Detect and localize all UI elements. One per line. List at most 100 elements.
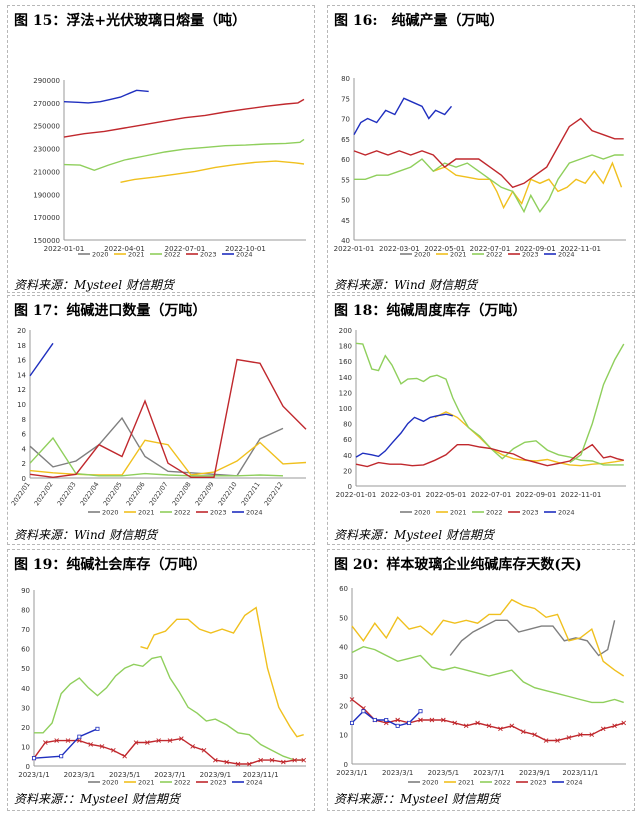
x-tick-label: 2022-03-01 <box>379 245 420 253</box>
x-tick-label: 2022/01 <box>10 481 32 508</box>
x-tick-label: 2022-07-01 <box>470 245 511 253</box>
y-tick-label: 12 <box>17 386 26 394</box>
legend-label-2022: 2022 <box>486 509 503 517</box>
y-tick-label: 230000 <box>33 146 60 154</box>
legend-label-2020: 2020 <box>422 779 439 787</box>
data-point <box>612 723 617 729</box>
y-tick-label: 20 <box>17 327 26 335</box>
y-tick-label: 80 <box>343 421 352 429</box>
y-tick-label: 60 <box>341 156 350 164</box>
data-point <box>395 723 400 728</box>
series-line-2021 <box>433 161 623 210</box>
y-tick-label: 80 <box>21 607 30 615</box>
y-tick-label: 75 <box>341 95 350 103</box>
y-tick-label: 80 <box>341 75 350 83</box>
y-tick-label: 30 <box>21 704 30 712</box>
x-tick-label: 2022-10-01 <box>225 245 266 253</box>
data-point <box>77 734 82 739</box>
chart-title: 图 18：纯碱周度库存（万吨） <box>334 303 527 319</box>
data-point <box>301 757 307 763</box>
y-tick-label: 16 <box>17 357 26 365</box>
panel-fig17: 图 17：纯碱进口数量（万吨） 0 2 4 6 8 10 12 14 16 18 20 2022/01… <box>7 295 315 545</box>
series-line-2023 <box>353 117 624 189</box>
data-point <box>361 709 366 714</box>
chart-title: 图 19：纯碱社会库存（万吨） <box>14 557 207 573</box>
y-tick-label: 55 <box>341 176 350 184</box>
data-point <box>621 720 627 726</box>
x-tick-label: 2022/03 <box>56 481 78 508</box>
data-point <box>235 761 241 767</box>
y-tick-label: 2 <box>22 460 26 468</box>
series-line-2021 <box>120 160 305 183</box>
legend-label-2021: 2021 <box>128 251 145 259</box>
y-tick-label: 120 <box>339 389 352 397</box>
x-tick-label: 2022-11-01 <box>561 491 602 499</box>
x-tick-label: 2022-01-01 <box>334 245 375 253</box>
data-point <box>532 732 537 737</box>
x-tick-label: 2023/9/1 <box>519 769 550 777</box>
x-tick-label: 2022/08 <box>171 481 193 508</box>
series-line-2022 <box>355 342 624 466</box>
data-point <box>179 736 184 741</box>
legend-label-2020: 2020 <box>414 509 431 517</box>
y-tick-label: 8 <box>22 416 26 424</box>
y-tick-label: 10 <box>21 743 30 751</box>
data-point <box>441 717 446 723</box>
series-line-2022 <box>34 655 304 761</box>
y-tick-label: 70 <box>341 116 350 124</box>
x-tick-label: 2022/05 <box>102 481 124 508</box>
panel-fig18: 图 18：纯碱周度库存（万吨） 0 20 40 60 80 100 120 140 160 180… <box>327 295 635 545</box>
data-point <box>486 723 492 729</box>
series-line-2022 <box>354 154 624 214</box>
legend-label-2023: 2023 <box>522 509 539 517</box>
data-point <box>77 738 82 743</box>
series-line-2022 <box>63 138 305 172</box>
x-tick-label: 2022/06 <box>125 481 147 508</box>
x-tick-label: 2022-03-01 <box>381 491 422 499</box>
legend-label-2024: 2024 <box>566 779 583 787</box>
y-tick-label: 140 <box>339 374 352 382</box>
x-tick-label: 2022-11-01 <box>560 245 601 253</box>
legend-label-2023: 2023 <box>210 779 227 787</box>
legend-label-2022: 2022 <box>174 509 191 517</box>
data-point <box>65 738 71 743</box>
data-point <box>452 720 458 726</box>
data-point <box>31 756 36 761</box>
series-line-2024 <box>63 89 149 104</box>
legend-label-2024: 2024 <box>246 509 263 517</box>
series-line-2024 <box>29 342 54 377</box>
y-tick-label: 0 <box>344 761 348 769</box>
legend-label-2020: 2020 <box>102 779 119 787</box>
y-tick-label: 20 <box>21 724 30 732</box>
series-line-2022 <box>29 436 284 477</box>
legend-label-2024: 2024 <box>558 251 575 259</box>
data-point <box>566 735 572 740</box>
data-point <box>600 726 606 732</box>
data-point <box>258 757 263 763</box>
data-point <box>429 717 435 723</box>
data-point <box>589 732 595 737</box>
y-tick-label: 10 <box>17 401 26 409</box>
data-point <box>384 717 389 722</box>
x-tick-label: 2023/5/1 <box>109 771 140 779</box>
panel-fig15: 图 15：浮法+光伏玻璃日熔量（吨） 150000 170000 190000 210… <box>7 5 315 293</box>
y-tick-label: 65 <box>341 136 350 144</box>
legend-label-2023: 2023 <box>522 251 539 259</box>
y-tick-label: 18 <box>17 342 26 350</box>
data-point <box>190 744 195 749</box>
data-point <box>418 709 423 714</box>
chart-source: 资料来源：Wind 财信期货 <box>14 528 158 542</box>
data-point <box>88 742 93 747</box>
data-point <box>349 720 354 725</box>
data-point <box>133 740 139 745</box>
data-point <box>145 740 150 745</box>
series-line-2023 <box>63 98 305 138</box>
data-point <box>555 738 560 743</box>
y-tick-label: 170000 <box>33 214 60 222</box>
chart-fig20: 0 10 20 30 40 50 60 2023/1/1 2023/3/1 2023/5/1 202… <box>336 585 627 787</box>
y-tick-label: 270000 <box>33 100 60 108</box>
data-point <box>156 738 161 743</box>
x-tick-label: 2022-05-01 <box>426 491 467 499</box>
legend-label-2020: 2020 <box>102 509 119 517</box>
